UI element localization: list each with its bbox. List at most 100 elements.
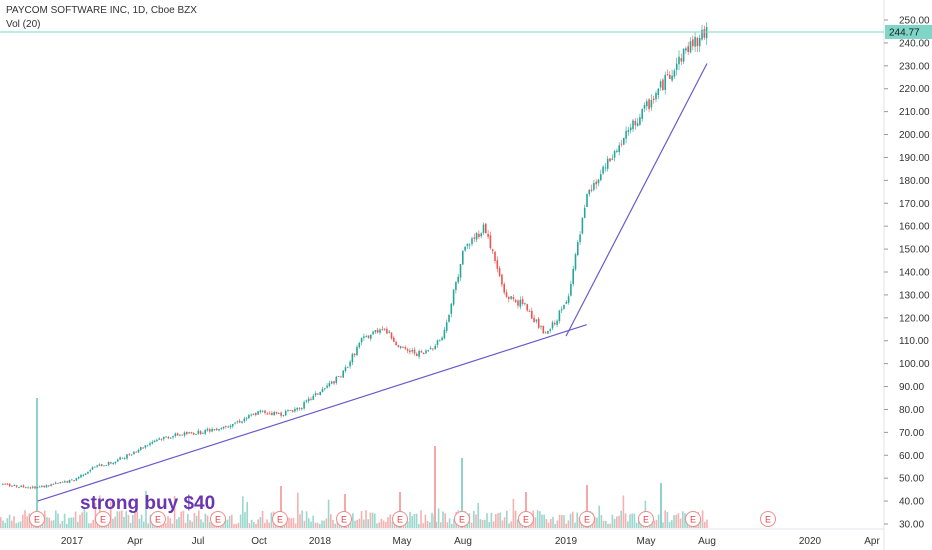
volume-bar	[501, 520, 504, 528]
trendline[interactable]	[37, 324, 587, 502]
volume-bar	[391, 521, 394, 528]
candle-body	[639, 117, 641, 125]
candle-body	[616, 150, 618, 152]
y-tick-label: 220.00	[899, 84, 930, 95]
volume-bar	[486, 513, 488, 528]
earnings-marker[interactable]	[518, 511, 534, 527]
candle-body	[416, 353, 418, 356]
volume-bar	[187, 513, 189, 528]
candle-body	[411, 350, 413, 352]
volume-bar	[79, 514, 81, 528]
candle-body	[197, 430, 200, 434]
earnings-marker-label: E	[459, 515, 465, 525]
candle-body	[636, 123, 639, 126]
y-tick-label: 100.00	[899, 359, 930, 370]
candle-body	[485, 223, 487, 234]
volume-bar	[107, 522, 110, 528]
earnings-marker[interactable]	[272, 511, 288, 527]
earnings-marker-label: E	[765, 515, 771, 525]
candle-body	[549, 329, 551, 331]
volume-bar	[85, 512, 88, 528]
volume-bar	[332, 519, 334, 528]
candle-body	[275, 411, 278, 414]
volume-bar	[420, 510, 422, 528]
volume-bar	[448, 518, 451, 528]
volume-bar	[52, 520, 55, 528]
candle-body	[397, 345, 400, 347]
candle-body	[620, 143, 623, 145]
candle-body	[365, 336, 367, 338]
volume-bar	[138, 518, 141, 528]
candle-body	[646, 101, 648, 107]
earnings-marker[interactable]	[579, 511, 595, 527]
volume-bar	[228, 516, 231, 528]
y-tick-label: 50.00	[899, 474, 924, 485]
volume-bar	[490, 512, 493, 528]
volume-bar	[668, 522, 671, 528]
candle-body	[678, 56, 680, 65]
candle-body	[367, 335, 370, 338]
volume-bar	[0, 517, 2, 528]
candle-body	[13, 485, 16, 486]
candle-body	[261, 410, 264, 412]
candle-body	[105, 465, 108, 466]
trendline[interactable]	[565, 63, 708, 337]
volume-bar	[389, 514, 391, 528]
candle-body	[133, 451, 135, 455]
candle-body	[590, 189, 593, 191]
volume-bar	[387, 517, 389, 528]
candle-body	[399, 346, 402, 348]
volume-bar	[561, 515, 563, 528]
candle-body	[167, 436, 170, 439]
candle-body	[317, 393, 319, 395]
candle-body	[422, 353, 425, 355]
volume-bar	[2, 520, 4, 528]
candle-body	[572, 268, 574, 284]
earnings-marker[interactable]	[336, 511, 352, 527]
earnings-marker[interactable]	[454, 511, 470, 527]
earnings-marker[interactable]	[95, 511, 111, 527]
candle-body	[450, 303, 453, 314]
earnings-marker[interactable]	[210, 511, 226, 527]
volume-bar	[371, 512, 374, 528]
candle-body	[581, 218, 584, 234]
candle-body	[238, 420, 241, 423]
candle-body	[80, 474, 82, 478]
volume-bar	[413, 513, 416, 528]
candle-body	[547, 331, 549, 334]
volume-bar	[244, 512, 246, 528]
x-tick-label: Jul	[192, 536, 205, 547]
earnings-marker[interactable]	[29, 511, 45, 527]
candle-body	[89, 470, 91, 472]
volume-bar	[123, 517, 125, 528]
volume-bar	[569, 513, 572, 528]
volume-bar	[77, 521, 79, 528]
earnings-marker[interactable]	[150, 511, 166, 527]
candle-body	[312, 395, 315, 400]
candle-body	[340, 376, 342, 378]
candle-body	[179, 434, 181, 436]
candle-body	[6, 483, 9, 485]
volume-bar	[8, 514, 11, 528]
y-tick-label: 40.00	[899, 497, 924, 508]
candle-body	[174, 433, 177, 437]
candle-body	[540, 325, 542, 327]
earnings-marker[interactable]	[638, 511, 654, 527]
candle-body	[54, 482, 57, 484]
candle-body	[64, 481, 66, 483]
volume-bar	[189, 520, 191, 528]
earnings-marker[interactable]	[760, 511, 776, 527]
earnings-marker[interactable]	[392, 511, 408, 527]
candle-body	[588, 189, 591, 195]
earnings-marker[interactable]	[685, 511, 701, 527]
candle-body	[685, 48, 687, 51]
candle-body	[183, 432, 186, 436]
candle-body	[169, 437, 172, 439]
volume-bar	[143, 521, 145, 528]
volume-bar	[411, 515, 413, 528]
candle-body	[353, 353, 356, 355]
annotation-text[interactable]: strong buy $40	[80, 493, 215, 514]
y-tick-label: 170.00	[899, 199, 930, 210]
candle-body	[151, 442, 154, 444]
